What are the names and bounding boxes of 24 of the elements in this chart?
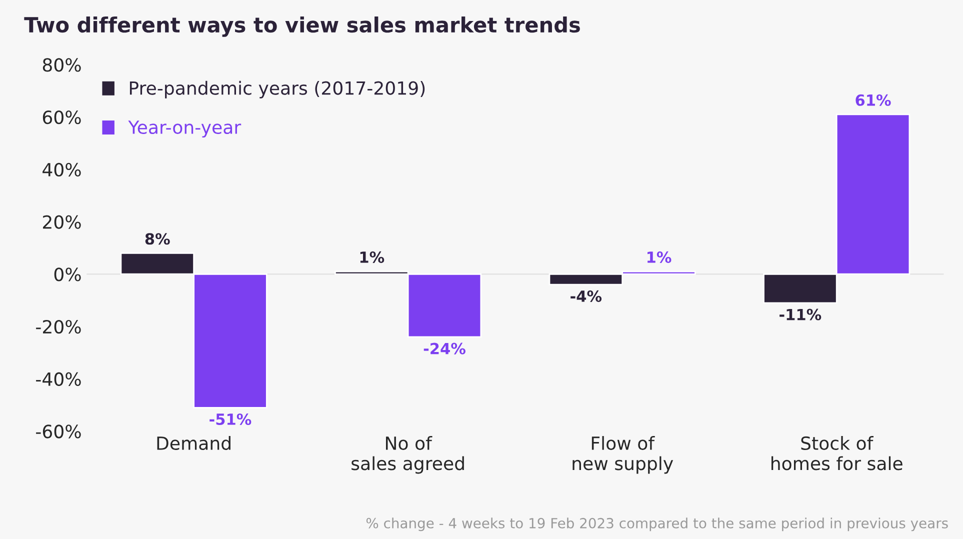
y-tick-label: -40% [36, 372, 81, 386]
legend-label: Year-on-year [128, 120, 242, 138]
y-tick-label: -20% [36, 320, 81, 334]
data-label: 8% [145, 233, 170, 245]
data-label: 1% [360, 251, 384, 263]
x-tick-label: Demand [157, 436, 230, 450]
chart-title: Two different ways to view sales market trends [24, 16, 580, 37]
x-tick-label: No of sales agreed [352, 436, 464, 474]
y-tick-label: 80% [42, 58, 81, 72]
y-tick-label: 0% [54, 268, 81, 282]
text: % change - 4 weeks to 19 Feb 2023 compared to the same period in previous years [366, 518, 948, 532]
data-label: -51% [210, 413, 252, 426]
data-label: -24% [424, 342, 466, 354]
data-label: 1% [648, 251, 672, 263]
data-label: 61% [856, 94, 891, 106]
y-tick-label: 20% [43, 215, 81, 229]
y-tick-label: -60% [36, 424, 81, 438]
legend-label: Pre-pandemic years (2017-2019) [130, 80, 425, 98]
x-tick-label: Flow of new supply [572, 436, 674, 474]
data-label: -11% [780, 308, 822, 320]
data-label: -4% [570, 290, 602, 302]
y-tick-label: 60% [42, 110, 81, 124]
y-tick-label: 40% [42, 162, 81, 177]
x-tick-label: Stock of homes for sale [772, 436, 902, 470]
